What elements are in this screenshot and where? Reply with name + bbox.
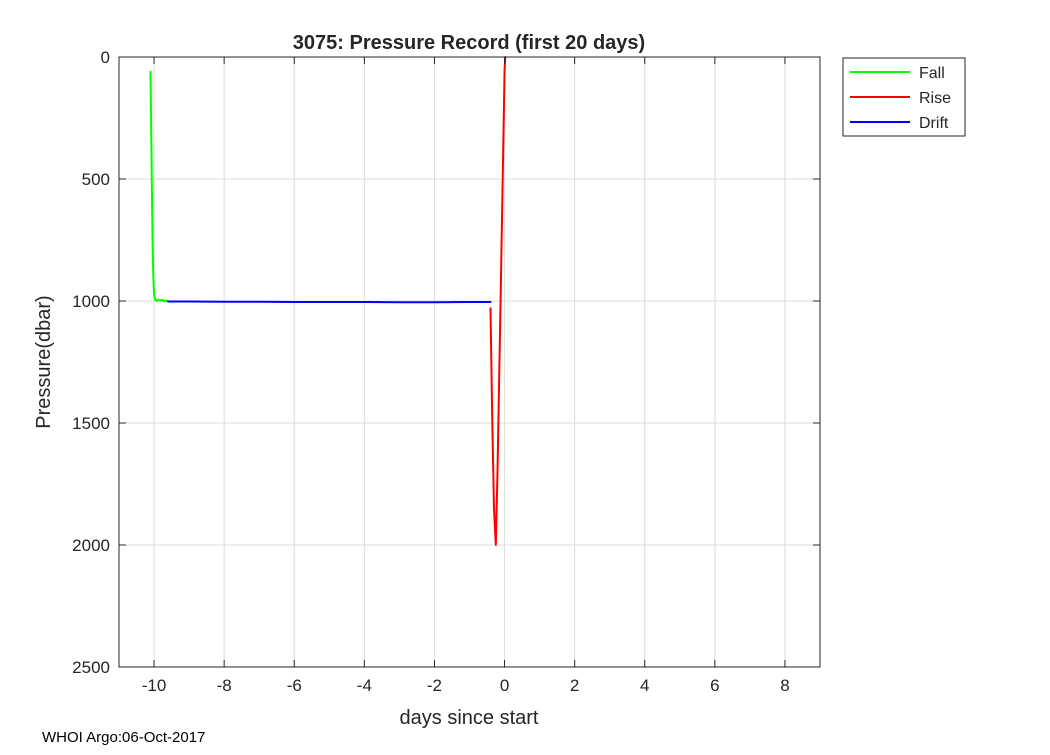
y-tick-label: 0: [101, 48, 110, 67]
x-tick-label: 6: [710, 676, 719, 695]
x-tick-label: 8: [780, 676, 789, 695]
y-tick-label: 1000: [72, 292, 110, 311]
legend-label-rise: Rise: [919, 90, 951, 107]
legend-label-fall: Fall: [919, 65, 945, 82]
x-tick-label: 2: [570, 676, 579, 695]
x-tick-label: -2: [427, 676, 442, 695]
legend-label-drift: Drift: [919, 115, 949, 132]
y-tick-label: 2500: [72, 658, 110, 677]
series-drift-line: [167, 300, 492, 304]
series-fall-line: [149, 70, 170, 303]
chart-title: 3075: Pressure Record (first 20 days): [293, 32, 645, 54]
legend-entries: Fall Rise Drift: [850, 65, 951, 132]
x-tick-label: 4: [640, 676, 649, 695]
y-tick-label: 2000: [72, 536, 110, 555]
y-tick-label: 1500: [72, 414, 110, 433]
plot-area: [119, 57, 820, 667]
axes-box: [118, 56, 821, 668]
x-tick-label: -4: [357, 676, 372, 695]
x-axis-label: days since start: [400, 707, 539, 729]
legend: Fall Rise Drift: [842, 57, 966, 137]
x-tick-label: -8: [217, 676, 232, 695]
x-tick-label: -6: [287, 676, 302, 695]
axis-ticks: -10 -8 -6 -4 -2 0 2 4 6 8 0 500 1000 1500 2000 2500: [72, 48, 820, 695]
series-lines: [149, 56, 507, 546]
x-tick-label: 0: [500, 676, 509, 695]
footer-credit: WHOI Argo:06-Oct-2017: [42, 729, 205, 746]
series-rise-line: [489, 56, 507, 546]
y-tick-label: 500: [82, 170, 110, 189]
x-tick-label: -10: [142, 676, 167, 695]
y-axis-label: Pressure(dbar): [33, 295, 55, 428]
